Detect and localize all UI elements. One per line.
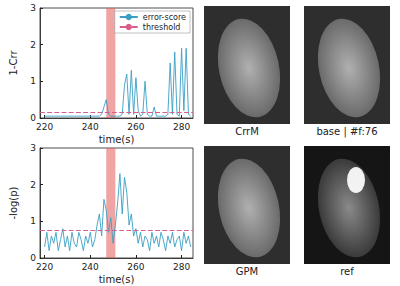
svg-text:1-Crr: 1-Crr xyxy=(8,50,19,76)
svg-text:1: 1 xyxy=(30,216,36,226)
html-text:ref: ref xyxy=(340,266,354,277)
svg-text:3: 3 xyxy=(30,143,36,153)
svg-text:0: 0 xyxy=(30,253,36,263)
svg-text:1: 1 xyxy=(30,76,36,86)
svg-text:time(s): time(s) xyxy=(99,134,135,145)
svg-text:220: 220 xyxy=(36,122,53,132)
svg-text:240: 240 xyxy=(82,262,99,272)
svg-text:280: 280 xyxy=(173,122,190,132)
svg-text:2: 2 xyxy=(30,40,36,50)
svg-text:260: 260 xyxy=(127,262,144,272)
html-text:base | #f:76: base | #f:76 xyxy=(316,126,378,137)
svg-text:3: 3 xyxy=(30,3,36,13)
svg-text:error-score: error-score xyxy=(143,13,186,22)
svg-text:240: 240 xyxy=(82,122,99,132)
svg-text:time(s): time(s) xyxy=(99,274,135,285)
svg-text:2: 2 xyxy=(30,180,36,190)
svg-text:260: 260 xyxy=(127,122,144,132)
html-text:GPM: GPM xyxy=(235,266,259,277)
html-text:CrrM: CrrM xyxy=(235,126,259,137)
svg-text:0: 0 xyxy=(30,113,36,123)
svg-text:threshold: threshold xyxy=(143,23,181,32)
svg-text:220: 220 xyxy=(36,262,53,272)
svg-text:-log(p): -log(p) xyxy=(8,186,19,219)
svg-text:280: 280 xyxy=(173,262,190,272)
